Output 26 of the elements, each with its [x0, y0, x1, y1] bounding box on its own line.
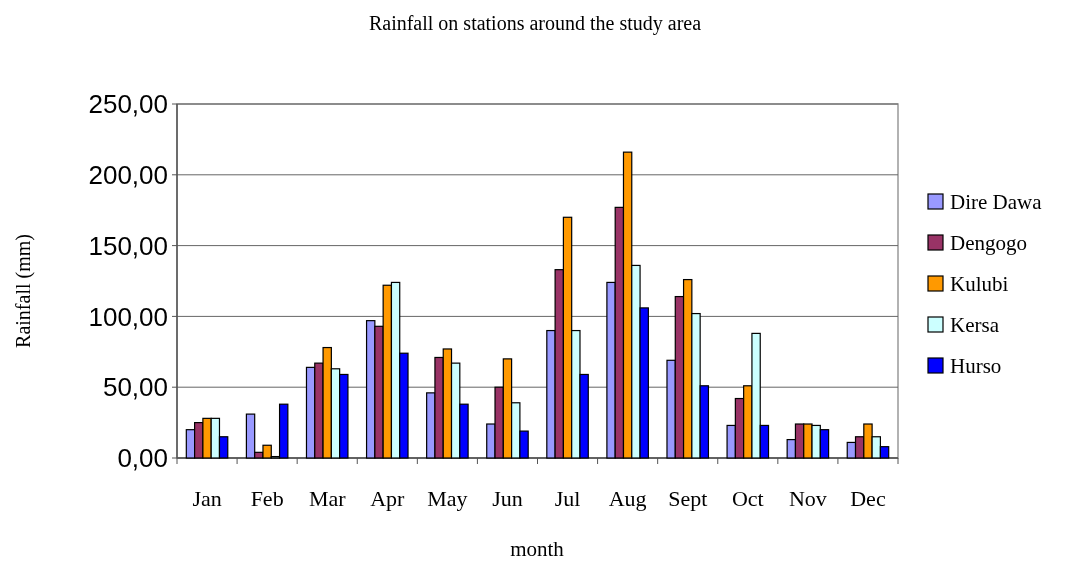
x-tick-label: Dec: [850, 486, 886, 511]
x-tick-label: Nov: [788, 486, 827, 511]
x-tick-label: Jan: [192, 486, 222, 511]
y-tick-label: 150,00: [88, 230, 168, 261]
x-tick-label: Jul: [554, 486, 581, 511]
x-tick-label: Oct: [731, 486, 764, 511]
y-axis-title: Rainfall (mm): [12, 234, 35, 348]
x-tick-label: Aug: [608, 486, 647, 511]
chart-title: Rainfall on stations around the study area: [368, 12, 702, 35]
legend-label: Kersa: [950, 313, 1000, 338]
y-tick-label: 200,00: [88, 159, 168, 190]
y-tick-label: 50,00: [102, 372, 168, 403]
x-tick-label: Sept: [668, 486, 708, 511]
y-tick-label: 0,00: [117, 443, 168, 474]
legend-label: Hurso: [950, 354, 1002, 379]
x-tick-label: Apr: [370, 486, 406, 511]
legend-label: Dire Dawa: [950, 190, 1043, 215]
x-tick-label: Feb: [250, 486, 284, 511]
x-tick-label: Mar: [308, 486, 347, 511]
y-tick-label: 100,00: [88, 301, 168, 332]
y-tick-label: 250,00: [88, 89, 168, 120]
x-tick-label: May: [427, 486, 468, 511]
x-tick-label: Jun: [492, 486, 523, 511]
legend-label: Kulubi: [950, 272, 1009, 297]
legend-label: Dengogo: [950, 231, 1027, 256]
x-axis-title: month: [510, 537, 565, 561]
